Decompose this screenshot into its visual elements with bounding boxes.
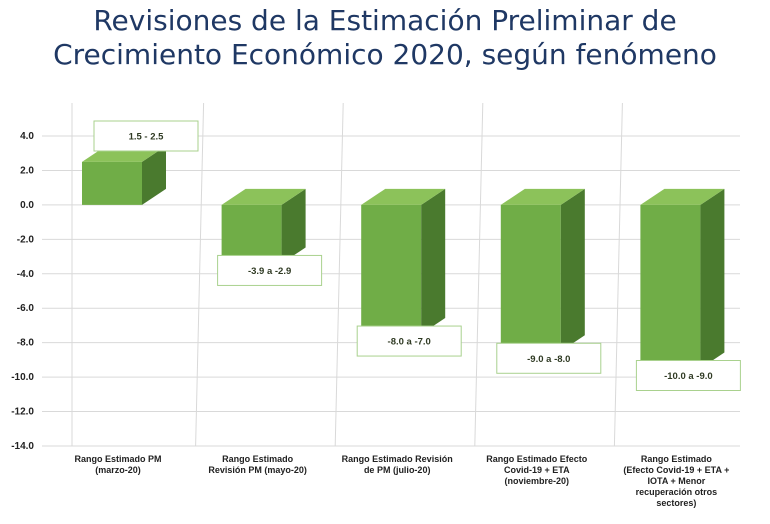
y-tick-label: 0.0 bbox=[20, 200, 34, 211]
bar-side-1 bbox=[142, 145, 166, 205]
y-tick-label: -10.0 bbox=[11, 372, 34, 383]
data-label: -3.9 a -2.9 bbox=[248, 266, 291, 277]
bar-front-1 bbox=[82, 161, 142, 205]
y-tick-label: -14.0 bbox=[11, 441, 34, 452]
category-label: sectores) bbox=[656, 498, 696, 508]
category-label: Revisión PM (mayo-20) bbox=[208, 465, 307, 475]
y-tick-label: -2.0 bbox=[17, 234, 35, 245]
category-separator bbox=[195, 102, 205, 447]
data-label: -8.0 a -7.0 bbox=[388, 337, 431, 348]
data-label-box bbox=[635, 360, 741, 391]
chart-title-line-2: Crecimiento Económico 2020, según fenóme… bbox=[53, 38, 717, 71]
category-label: de PM (julio-20) bbox=[364, 465, 431, 475]
y-tick-label: -4.0 bbox=[17, 269, 35, 280]
chart-title: Revisiones de la Estimación Preliminar d… bbox=[0, 4, 770, 72]
data-label-box bbox=[356, 325, 462, 357]
category-label: Covid-19 + ETA bbox=[504, 465, 570, 475]
category-label: Rango Estimado PM bbox=[74, 454, 161, 464]
bar-front-2 bbox=[221, 204, 282, 264]
data-label-box bbox=[93, 120, 199, 152]
category-label: Rango Estimado bbox=[641, 454, 713, 464]
data-label: -9.0 a -8.0 bbox=[527, 354, 570, 365]
category-separator bbox=[474, 102, 484, 447]
bar-front-3 bbox=[361, 204, 422, 335]
data-label-box bbox=[217, 254, 323, 286]
category-separator bbox=[334, 102, 344, 447]
bar-side-2 bbox=[281, 188, 306, 264]
y-tick-label: 4.0 bbox=[20, 131, 34, 142]
category-label: Rango Estimado Efecto bbox=[486, 454, 588, 464]
bar-side-3 bbox=[421, 188, 446, 335]
bar-side-5 bbox=[700, 188, 725, 369]
category-label: (Efecto Covid-19 + ETA + bbox=[623, 465, 729, 475]
chart-title-line-1: Revisiones de la Estimación Preliminar d… bbox=[93, 4, 677, 37]
y-tick-label: -12.0 bbox=[11, 407, 34, 418]
bar-side-4 bbox=[560, 188, 585, 352]
category-label: IOTA + Menor bbox=[648, 476, 706, 486]
category-label: Rango Estimado Revisión bbox=[342, 454, 453, 464]
y-tick-label: -8.0 bbox=[17, 338, 35, 349]
bar-front-5 bbox=[640, 204, 701, 369]
bar-top-3 bbox=[361, 188, 446, 205]
bar-top-4 bbox=[500, 188, 585, 205]
category-label: (noviembre-20) bbox=[505, 476, 570, 486]
data-label: -10.0 a -9.0 bbox=[664, 371, 713, 382]
data-label: 1.5 - 2.5 bbox=[129, 132, 165, 143]
bar-front-4 bbox=[500, 204, 561, 352]
y-tick-label: -6.0 bbox=[17, 303, 35, 314]
data-label-box bbox=[496, 342, 602, 374]
bar-top-5 bbox=[640, 188, 725, 205]
category-separator bbox=[613, 102, 623, 447]
y-tick-label: 2.0 bbox=[20, 165, 34, 176]
bar-top-2 bbox=[221, 188, 306, 205]
category-label: recuperación otros bbox=[636, 487, 718, 497]
category-label: (marzo-20) bbox=[95, 465, 141, 475]
category-label: Rango Estimado bbox=[222, 454, 294, 464]
